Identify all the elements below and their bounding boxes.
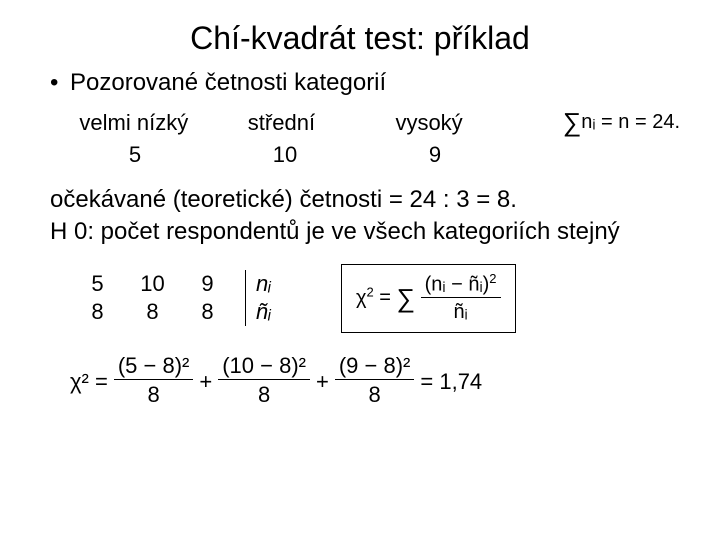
mt-r2c2: 8	[125, 298, 180, 326]
calc-line: χ² = (5 − 8)² 8 + (10 − 8)² 8 + (9 − 8)²…	[70, 353, 690, 411]
sigma-symbol: ∑	[563, 107, 582, 137]
mini-table: 5 8 10 8 9 8	[70, 270, 235, 326]
mini-table-block: 5 8 10 8 9 8 nᵢ ñᵢ χ2 = ∑ (nᵢ − ñᵢ)2 ñᵢ	[70, 264, 690, 333]
legend-ni: nᵢ	[256, 270, 271, 298]
sum-formula: ∑nᵢ = n = 24.	[503, 107, 690, 138]
category-headers: velmi nízký střední vysoký ∑nᵢ = n = 24.	[60, 107, 690, 138]
vertical-bar	[245, 270, 246, 326]
calc-result: = 1,74	[420, 369, 482, 395]
calc-plus1: +	[199, 369, 212, 395]
mt-r1c1: 5	[70, 270, 125, 298]
chi-fraction: (nᵢ − ñᵢ)2 ñᵢ	[421, 271, 501, 326]
calc-plus2: +	[316, 369, 329, 395]
cat-3: vysoký	[355, 110, 503, 136]
sum-text: nᵢ = n = 24.	[581, 111, 680, 133]
chi-symbol: χ2	[356, 287, 374, 309]
mt-r1c3: 9	[180, 270, 235, 298]
legend-nti: ñᵢ	[256, 298, 271, 326]
observed-values: 5 10 9	[60, 142, 690, 168]
bullet-dot: •	[50, 69, 70, 97]
legend: nᵢ ñᵢ	[256, 270, 271, 326]
eq1: =	[379, 287, 396, 309]
sigma-2: ∑	[397, 283, 416, 313]
calc-t2: (10 − 8)² 8	[218, 353, 310, 411]
calc-t1: (5 − 8)² 8	[114, 353, 194, 411]
expected-line: očekávané (teoretické) četnosti = 24 : 3…	[50, 186, 690, 214]
cat-1: velmi nízký	[60, 110, 208, 136]
calc-t3: (9 − 8)² 8	[335, 353, 415, 411]
cat-2: střední	[208, 110, 356, 136]
obs-2: 10	[210, 142, 360, 168]
h0-line: H 0: počet respondentů je ve všech kateg…	[50, 218, 690, 246]
bullet-observed: • Pozorované četnosti kategorií	[50, 69, 690, 97]
slide-title: Chí-kvadrát test: příklad	[30, 20, 690, 57]
obs-3: 9	[360, 142, 510, 168]
bullet-text: Pozorované četnosti kategorií	[70, 69, 386, 96]
mt-r2c1: 8	[70, 298, 125, 326]
chi-formula-box: χ2 = ∑ (nᵢ − ñᵢ)2 ñᵢ	[341, 264, 516, 333]
mt-r1c2: 10	[125, 270, 180, 298]
mt-r2c3: 8	[180, 298, 235, 326]
calc-lhs: χ² =	[70, 369, 108, 395]
obs-1: 5	[60, 142, 210, 168]
